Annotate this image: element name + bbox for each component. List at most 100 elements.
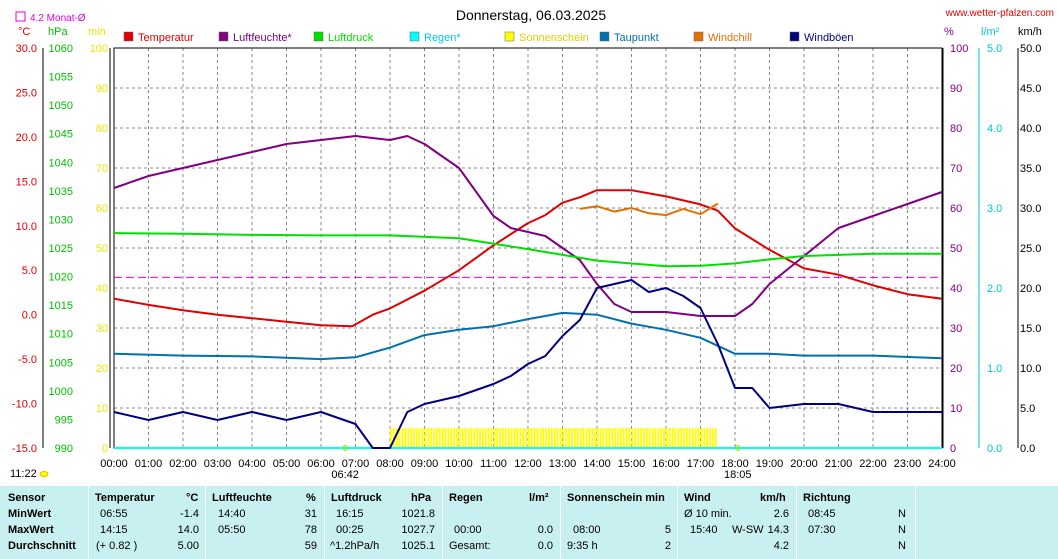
sunshine-bar <box>530 428 533 448</box>
sunshine-bar <box>574 428 576 448</box>
p-val: 1027.7 <box>401 524 435 536</box>
sunshine-bar <box>643 428 645 448</box>
hdr-rain-unit: l/m² <box>529 492 549 504</box>
x-tick-label: 09:00 <box>411 458 439 470</box>
hdr-luftfeuchte: Luftfeuchte <box>212 492 272 504</box>
stats-table: Sensor Temperatur °C Luftfeuchte % Luftd… <box>0 486 1058 559</box>
legend-swatch <box>123 31 134 42</box>
sunshine-bar <box>436 428 438 448</box>
sunshine-bar <box>576 428 579 448</box>
press-tick-label: 1060 <box>49 43 73 55</box>
sunshine-bar <box>680 428 683 448</box>
chart-title: Donnerstag, 06.03.2025 <box>456 7 606 23</box>
sunshine-bar <box>418 428 421 448</box>
w-time: 15:40 <box>690 524 718 536</box>
press-tick-label: 1040 <box>49 157 73 169</box>
sunshine-bar <box>447 428 450 448</box>
sunshine-bar <box>427 428 430 448</box>
sunshine-bar <box>654 428 657 448</box>
p-time: ^1.2hPa/h <box>330 540 380 552</box>
legend-label: Temperatur <box>138 32 194 44</box>
press-tick-label: 1055 <box>49 72 73 84</box>
sunshine-bar <box>510 428 513 448</box>
series-line-windchill <box>579 202 719 217</box>
row-label: MaxWert <box>8 524 54 536</box>
temp-tick-label: 30.0 <box>16 43 37 55</box>
wind-tick-label: 5.0 <box>1020 403 1035 415</box>
sunshine-bar <box>651 428 654 448</box>
t-time: (+ 0.82 ) <box>96 540 138 552</box>
legend-swatch <box>599 31 610 42</box>
t-time: 06:55 <box>100 508 128 520</box>
press-tick-label: 1050 <box>49 100 73 112</box>
x-tick-label: 24:00 <box>928 458 956 470</box>
table-row-min: MinWert 06:55 -1.4 14:40 31 16:15 1021.8… <box>0 508 1058 524</box>
sunshine-bar <box>421 428 424 448</box>
t-time: 14:15 <box>100 524 128 536</box>
sunshine-bar <box>608 428 611 448</box>
sun-tick-label: 10 <box>96 403 108 415</box>
press-tick-label: 1025 <box>49 243 73 255</box>
x-tick-label: 04:00 <box>238 458 266 470</box>
sunshine-bar <box>390 428 392 448</box>
sunshine-bar <box>507 428 510 448</box>
sunshine-bar <box>519 428 522 448</box>
sunshine-bar <box>493 428 496 448</box>
sunshine-bar <box>556 428 559 448</box>
x-tick-label: 20:00 <box>790 458 818 470</box>
sun-marker-label: 06:42 <box>331 469 359 481</box>
sunshine-bar <box>410 428 412 448</box>
sun-tick-label: 20 <box>96 363 108 375</box>
temp-tick-label: -15.0 <box>12 443 37 455</box>
sunshine-bar <box>461 428 464 448</box>
legend-label: Taupunkt <box>614 32 659 44</box>
sunshine-bars <box>390 428 717 448</box>
x-tick-label: 21:00 <box>825 458 853 470</box>
temp-unit: °C <box>18 26 30 38</box>
press-tick-label: 1045 <box>49 129 73 141</box>
r-val: 0.0 <box>537 540 553 552</box>
temp-tick-label: 25.0 <box>16 87 37 99</box>
rain-tick-label: 2.0 <box>987 283 1002 295</box>
press-tick-label: 1015 <box>49 300 73 312</box>
legend-swatch <box>409 31 420 42</box>
x-tick-label: 10:00 <box>445 458 473 470</box>
hdr-sonnenschein: Sonnenschein min <box>567 492 665 504</box>
sunshine-bar <box>496 428 499 448</box>
hum-tick-label: 10 <box>950 403 962 415</box>
sunshine-bar <box>620 428 622 448</box>
press-tick-label: 990 <box>55 443 73 455</box>
sunshine-bar <box>522 428 525 448</box>
t-val: 14.0 <box>177 524 199 536</box>
sunshine-bar <box>591 428 594 448</box>
hum-tick-label: 30 <box>950 323 962 335</box>
sunshine-bar <box>694 428 697 448</box>
sun-tick-label: 70 <box>96 163 108 175</box>
sunshine-bar <box>438 428 441 448</box>
sunshine-bar <box>548 428 550 448</box>
sunshine-bar <box>625 428 628 448</box>
sunshine-bar <box>545 428 548 448</box>
legend-swatch <box>693 31 704 42</box>
temp-tick-label: 10.0 <box>16 221 37 233</box>
legend-swatch <box>313 31 324 42</box>
sunshine-bar <box>487 428 490 448</box>
p-val: 1021.8 <box>401 508 435 520</box>
x-tick-label: 19:00 <box>756 458 784 470</box>
h-time: 14:40 <box>218 508 246 520</box>
sun-tick-label: 60 <box>96 203 108 215</box>
hdr-temperatur: Temperatur <box>95 492 155 504</box>
sunshine-bar <box>551 428 553 448</box>
x-tick-label: 07:00 <box>342 458 370 470</box>
sunshine-bar <box>611 428 614 448</box>
sunshine-bar <box>513 428 516 448</box>
sunshine-bar <box>490 428 493 448</box>
x-tick-label: 16:00 <box>652 458 680 470</box>
sunshine-bar <box>637 428 640 448</box>
weather-chart: 00:00 01:00 02:00 03:00 04:00 05:00 06:00 07:00… <box>10 7 1054 481</box>
sunshine-bar <box>663 428 665 448</box>
hum-tick-label: 20 <box>950 363 962 375</box>
p-time: 16:15 <box>336 508 364 520</box>
x-tick-label: 17:00 <box>687 458 715 470</box>
sunshine-bar <box>703 428 706 448</box>
